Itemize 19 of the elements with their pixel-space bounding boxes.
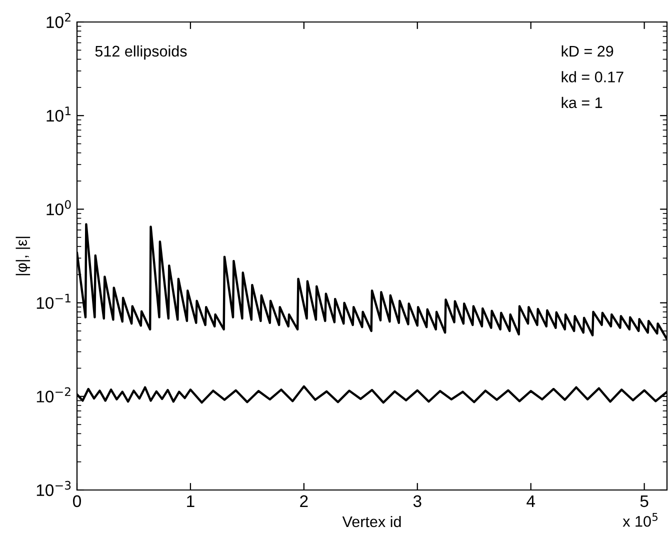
x-tick-label: 4 xyxy=(526,495,535,507)
annotation: ka = 1 xyxy=(562,96,602,108)
y-tick-label: 10$^{−1}$ xyxy=(36,294,70,309)
y-tick-label: 10$^{−3}$ xyxy=(36,480,71,496)
x-axis-title: Vertex id xyxy=(342,516,401,528)
y-tick-label: 10$^{0}$ xyxy=(46,200,71,216)
y-tick-label: 10$^{1}$ xyxy=(46,106,71,122)
text: x 10$^{5}$ xyxy=(622,513,658,527)
x-tick-label: 0 xyxy=(73,495,81,508)
x-tick-label: 3 xyxy=(413,495,422,508)
annotation: kd = 0.17 xyxy=(562,71,624,82)
y-tick-label: 10$^{−2}$ xyxy=(36,387,70,402)
annotation: 512 ellipsoids xyxy=(95,45,187,60)
y-tick-label: 10$^{2}$ xyxy=(46,12,70,28)
x-tick-label: 2 xyxy=(300,495,308,507)
x-tick-label: 5 xyxy=(640,495,648,508)
x-tick-label: 1 xyxy=(187,495,194,507)
annotation: kD = 29 xyxy=(562,45,614,57)
y-axis-title: |φ|, |ε| xyxy=(16,236,30,276)
